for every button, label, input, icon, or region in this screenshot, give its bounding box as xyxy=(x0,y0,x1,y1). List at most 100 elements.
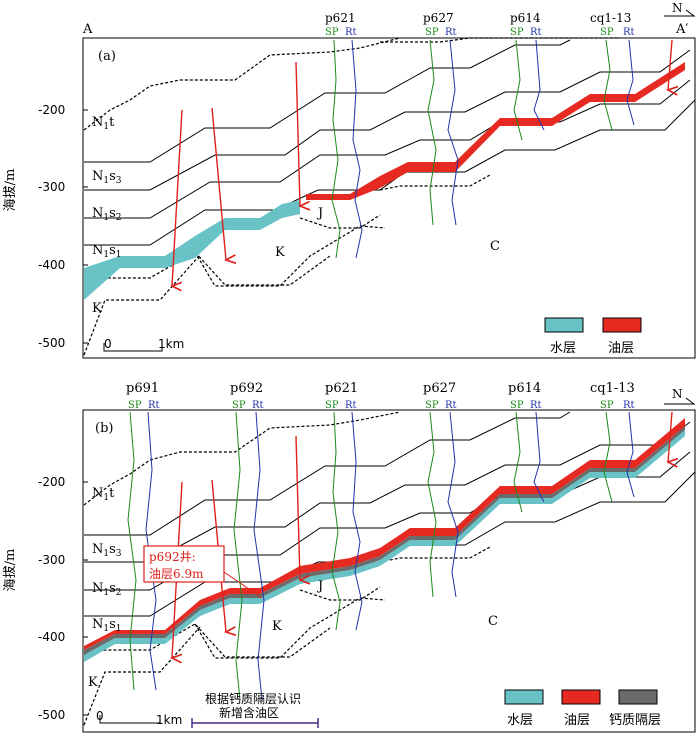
rt-log xyxy=(253,411,265,701)
formation-n1s1: N1s1 xyxy=(92,617,122,634)
well-headers-b: p691 SP Rt p692 SP Rt p621 SP Rt p627 SP… xyxy=(126,381,635,411)
sp-label: SP xyxy=(600,400,614,411)
horizon-line xyxy=(84,79,691,219)
y-tick: -200 xyxy=(38,475,65,489)
rt-log xyxy=(626,411,635,498)
fault-line xyxy=(668,39,672,90)
rt-label: Rt xyxy=(252,400,264,411)
rt-log xyxy=(447,39,459,226)
scale-bar-a: 0 1km xyxy=(103,337,184,352)
rt-log xyxy=(533,411,545,503)
formation-labels-a: N1t N1s3 N1s2 N1s1 K K J C xyxy=(92,115,500,316)
sp-label: SP xyxy=(232,400,246,411)
rt-log xyxy=(533,39,545,131)
y-axis-a: -200 -300 -400 -500 海拔/m xyxy=(3,103,88,350)
fault-line xyxy=(668,411,672,462)
rt-label: Rt xyxy=(445,27,457,38)
oil-layer xyxy=(306,62,685,200)
rt-log xyxy=(351,411,363,631)
sp-label: SP xyxy=(600,27,614,38)
legend-water-swatch xyxy=(544,317,584,333)
panel-b-frame xyxy=(82,409,696,733)
sp-label: SP xyxy=(128,400,142,411)
water-layer xyxy=(84,430,685,662)
svg-text:1km: 1km xyxy=(156,713,182,727)
rt-label: Rt xyxy=(623,27,635,38)
annotation-line1: 根据钙质隔层认识 xyxy=(205,692,301,706)
horizon-line xyxy=(84,39,571,163)
rt-label: Rt xyxy=(345,400,357,411)
y-axis-title: 海拔/m xyxy=(3,169,18,212)
sp-log xyxy=(331,39,341,259)
well-name: p627 xyxy=(423,11,454,25)
north-arrow-a: N xyxy=(664,1,696,17)
sp-log xyxy=(233,411,243,701)
formation-j: J xyxy=(316,579,323,594)
panel-b: (b) N -200 -300 -400 -500 海拔/m xyxy=(3,381,696,733)
y-axis-title: 海拔/m xyxy=(3,549,18,592)
panel-b-label: (b) xyxy=(95,421,113,436)
y-tick: -400 xyxy=(38,258,65,272)
rt-label: Rt xyxy=(530,400,542,411)
formation-n1t: N1t xyxy=(92,115,115,132)
legend-b: 水层 油层 钙质隔层 xyxy=(504,689,661,728)
rt-label: Rt xyxy=(530,27,542,38)
formation-n1s3: N1s3 xyxy=(92,169,122,186)
sp-log xyxy=(603,411,613,503)
sp-label: SP xyxy=(325,400,339,411)
y-tick: -500 xyxy=(38,336,65,350)
scale-bar-b: 0 1km xyxy=(96,709,182,727)
fault-line xyxy=(295,435,300,580)
callout-box xyxy=(143,545,225,583)
legend-calc-swatch xyxy=(618,689,658,705)
horizon-line xyxy=(84,49,691,191)
panel-a: (a) A A′ N -200 -300 -400 -500 海拔/m xyxy=(3,1,696,359)
legend-oil-swatch xyxy=(602,317,642,333)
sp-log xyxy=(427,411,437,598)
formation-k: K xyxy=(92,301,102,316)
legend-water-label: 水层 xyxy=(507,713,533,728)
well-name: p691 xyxy=(126,381,159,396)
callout-line1: p692井: xyxy=(149,550,196,564)
rt-label: Rt xyxy=(345,27,357,38)
formation-j: J xyxy=(316,206,323,221)
formation-n1s2: N1s2 xyxy=(92,581,122,598)
calc-layer xyxy=(84,426,685,655)
section-end-label: A′ xyxy=(675,22,688,37)
formation-k: K xyxy=(88,675,98,690)
formation-n1s3: N1s3 xyxy=(92,542,122,559)
sp-log xyxy=(603,39,613,131)
panel-a-frame xyxy=(82,37,696,359)
legend-oil-label: 油层 xyxy=(608,341,634,356)
svg-text:0: 0 xyxy=(104,337,112,351)
y-tick: -300 xyxy=(38,180,65,194)
svg-text:0: 0 xyxy=(96,709,104,723)
sp-log xyxy=(513,411,523,513)
annotation-line2: 新增含油区 xyxy=(219,705,279,720)
well-name: p621 xyxy=(325,11,356,25)
sp-label: SP xyxy=(325,27,339,38)
legend-a: 水层 油层 xyxy=(544,317,642,356)
formation-labels-b: N1t N1s3 N1s2 N1s1 K K J C xyxy=(88,486,498,690)
rt-log xyxy=(351,39,363,259)
new-oil-zone-annotation: 根据钙质隔层认识 新增含油区 xyxy=(191,692,319,728)
sp-label: SP xyxy=(510,400,524,411)
well-name: p627 xyxy=(423,381,456,396)
legend-oil-label: 油层 xyxy=(564,713,590,728)
rt-label: Rt xyxy=(445,400,457,411)
well-name: p621 xyxy=(325,381,358,396)
formation-k: K xyxy=(275,245,285,260)
y-tick: -300 xyxy=(38,553,65,567)
panel-a-label: (a) xyxy=(98,49,116,64)
svg-text:N: N xyxy=(672,387,683,401)
well-name: p614 xyxy=(508,381,541,396)
unconformities-b xyxy=(83,411,491,726)
horizons-a xyxy=(84,39,696,246)
legend-water-swatch xyxy=(504,689,544,705)
water-layer xyxy=(84,200,300,300)
y-tick: -500 xyxy=(38,708,65,722)
legend-water-label: 水层 xyxy=(550,341,576,356)
well-name: cq1-13 xyxy=(590,381,635,396)
well-headers-a: p621 SP Rt p627 SP Rt p614 SP Rt cq1-13 … xyxy=(325,11,635,38)
